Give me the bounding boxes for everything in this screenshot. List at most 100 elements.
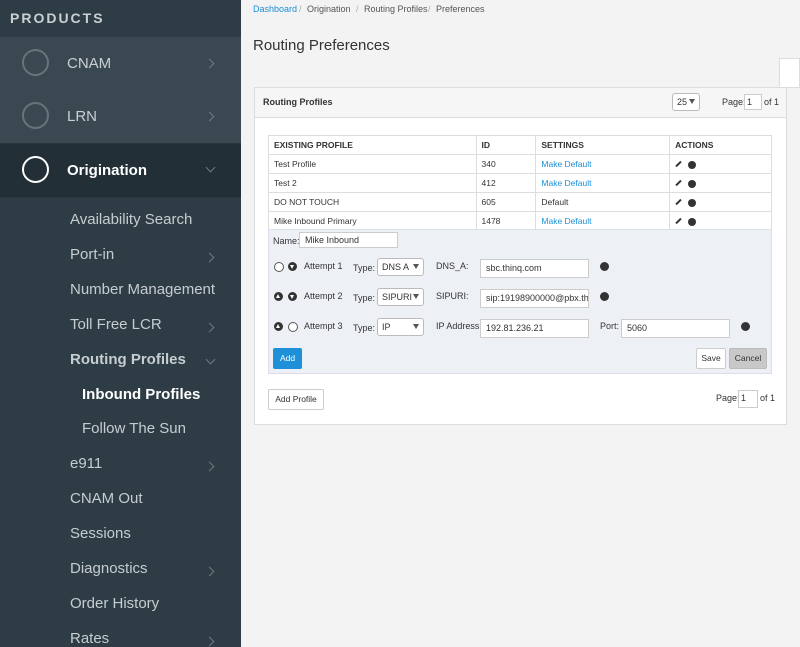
table-cell: 605 — [475, 192, 537, 212]
nav-subitem[interactable]: Inbound Profiles — [82, 385, 201, 403]
attempt-label: Attempt 2 — [304, 291, 343, 301]
actions-cell — [669, 154, 772, 174]
table-row: Test Profile 340 Make Default — [268, 154, 772, 174]
sidebar: PRODUCTS CNAM LRN Origination Availability … — [0, 0, 241, 647]
edit-icon[interactable] — [675, 179, 682, 187]
nav-icon — [22, 102, 49, 129]
page-label: Page: — [722, 97, 746, 107]
chevron — [205, 162, 216, 173]
actions-cell — [669, 173, 772, 193]
move-down-icon[interactable] — [288, 292, 297, 301]
table-cell: 340 — [475, 154, 537, 174]
table-cell: DO NOT TOUCH — [268, 192, 477, 212]
delete-icon[interactable] — [688, 217, 697, 226]
table-cell: Make Default — [535, 173, 671, 193]
chevron — [204, 636, 215, 647]
sidebar-heading: PRODUCTS — [10, 10, 105, 26]
nav-icon — [22, 49, 49, 76]
breadcrumb-item[interactable]: Routing Profiles — [364, 4, 428, 14]
column-header: SETTINGS — [535, 135, 671, 155]
attempt-label: Attempt 1 — [304, 261, 343, 271]
nav-item[interactable]: CNAM — [0, 37, 241, 91]
move-down-icon[interactable] — [288, 262, 297, 271]
name-label: Name: — [273, 236, 300, 246]
add-profile-button[interactable]: Add Profile — [268, 389, 324, 410]
make-default-link[interactable]: Make Default — [541, 216, 592, 226]
page-input[interactable]: 1 — [744, 94, 762, 110]
nav-subitem[interactable]: Sessions — [70, 525, 131, 543]
nav-subitem[interactable]: Number Management — [70, 280, 216, 298]
remove-attempt-icon[interactable] — [600, 292, 609, 301]
table-row: Test 2 412 Make Default — [268, 173, 772, 193]
make-default-link[interactable]: Make Default — [541, 178, 592, 188]
breadcrumb-item: Preferences — [436, 4, 485, 14]
nav-item[interactable]: Origination — [0, 144, 241, 198]
edit-icon[interactable] — [675, 160, 682, 168]
page-of: of 1 — [764, 97, 780, 107]
radio[interactable] — [274, 262, 284, 272]
column-header: EXISTING PROFILE — [268, 135, 477, 155]
chevron — [204, 322, 215, 333]
arrow — [290, 295, 294, 299]
nav-item[interactable]: LRN — [0, 90, 241, 144]
table-cell: Test 2 — [268, 173, 477, 193]
column-header: ACTIONS — [669, 135, 772, 155]
type-select[interactable]: IP — [377, 318, 424, 336]
type-label: Type: — [353, 263, 376, 273]
cancel-button[interactable]: Cancel — [729, 348, 767, 369]
port-label: Port: — [600, 321, 620, 331]
chevron — [204, 461, 215, 472]
add-button[interactable]: Add — [273, 348, 302, 369]
column-header: ID — [475, 135, 537, 155]
make-default-link[interactable]: Make Default — [541, 159, 592, 169]
field-label: SIPURI: — [436, 291, 469, 301]
nav-subitem[interactable]: Rates — [70, 629, 110, 647]
nav-subitem[interactable]: Routing Profiles — [70, 350, 186, 368]
field-label: DNS_A: — [436, 261, 469, 271]
actions-cell — [669, 211, 772, 231]
move-up-icon[interactable] — [274, 322, 283, 331]
nav-label: Origination — [67, 162, 147, 179]
field-input[interactable]: 192.81.236.21 — [480, 319, 589, 338]
arrow — [276, 324, 280, 328]
remove-attempt-icon[interactable] — [741, 322, 750, 331]
page-size-select[interactable]: 25 — [672, 93, 700, 111]
settings-tab[interactable] — [779, 58, 800, 88]
nav-subitem[interactable]: Follow The Sun — [82, 420, 186, 438]
type-select[interactable]: SIPURI — [377, 288, 424, 306]
page-input[interactable]: 1 — [738, 390, 758, 408]
field-input[interactable]: sbc.thinq.com — [480, 259, 589, 278]
delete-icon[interactable] — [688, 160, 697, 169]
nav-subitem[interactable]: Availability Search — [70, 211, 193, 228]
nav-label: LRN — [67, 108, 98, 125]
edit-icon[interactable] — [675, 198, 682, 206]
save-button[interactable]: Save — [696, 348, 726, 369]
field-input[interactable]: sip:19198900000@pbx.th — [480, 289, 589, 308]
nav-subitem[interactable]: Diagnostics — [70, 560, 148, 577]
table-cell: Make Default — [535, 154, 671, 174]
actions-cell — [669, 192, 772, 212]
arrow — [290, 265, 294, 269]
name-input[interactable]: Mike Inbound Primary — [299, 232, 398, 248]
radio[interactable] — [288, 322, 298, 332]
nav-subitem[interactable]: CNAM Out — [70, 490, 143, 508]
chevron — [204, 252, 215, 263]
breadcrumb-item[interactable]: Dashboard — [253, 4, 298, 14]
delete-icon[interactable] — [688, 179, 697, 188]
table-cell: Test Profile — [268, 154, 477, 174]
type-select[interactable]: DNS A — [377, 258, 424, 276]
nav-subitem[interactable]: Toll Free LCR — [70, 315, 162, 333]
port-input[interactable]: 5060 — [621, 319, 730, 338]
breadcrumb-item[interactable]: Origination — [307, 4, 351, 14]
table-row: DO NOT TOUCH 605 Default — [268, 192, 772, 212]
delete-icon[interactable] — [688, 198, 697, 207]
nav-subitem[interactable]: Order History — [70, 594, 160, 612]
nav-subitem[interactable]: Port-in — [70, 245, 115, 263]
edit-icon[interactable] — [675, 217, 682, 225]
remove-attempt-icon[interactable] — [600, 262, 609, 271]
move-up-icon[interactable] — [274, 292, 283, 301]
breadcrumb-sep: / — [356, 4, 359, 14]
field-label: IP Address: — [436, 321, 482, 331]
nav-subitem[interactable]: e911 — [70, 455, 103, 473]
arrow — [276, 294, 280, 298]
